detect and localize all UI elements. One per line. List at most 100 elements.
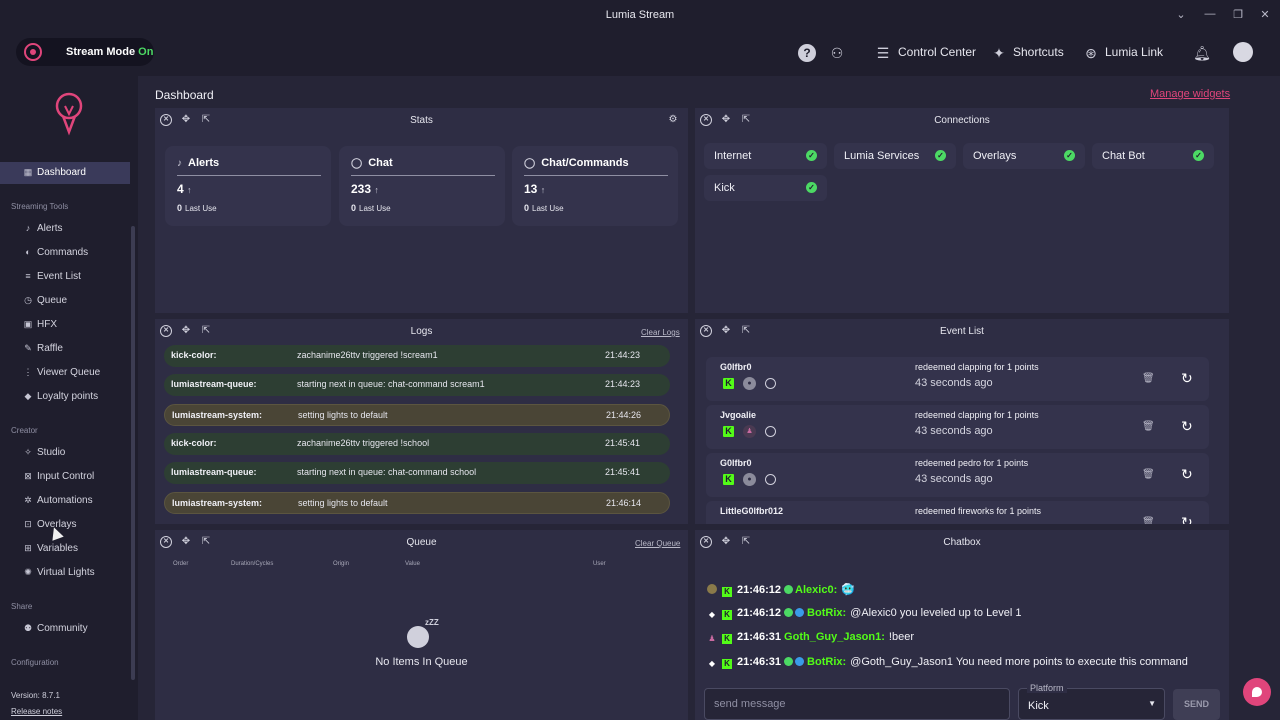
- trash-icon[interactable]: 🗑︎: [1142, 517, 1155, 524]
- chat-user: BotRix:: [807, 656, 847, 668]
- connection-chat-bot: Chat Bot ✓: [1092, 143, 1214, 169]
- sidebar-item-alerts[interactable]: ♪ Alerts: [0, 218, 130, 240]
- move-icon[interactable]: ✥: [181, 536, 191, 547]
- popout-icon[interactable]: ⇱: [201, 114, 211, 125]
- sidebar-item-variables[interactable]: ⊞ Variables: [0, 538, 130, 560]
- sidebar-item-loyalty-points[interactable]: ◆ Loyalty points: [0, 386, 130, 408]
- clear-logs-link[interactable]: Clear Logs: [641, 328, 680, 337]
- replay-icon[interactable]: ↻: [1181, 514, 1193, 524]
- chat-time: 21:46:31: [737, 656, 782, 668]
- chat-text: !beer: [888, 631, 914, 643]
- avatar[interactable]: [1233, 42, 1253, 62]
- lumia-link-link[interactable]: Lumia Link: [1105, 45, 1164, 59]
- move-icon[interactable]: ✥: [721, 325, 731, 336]
- lumia-link-icon[interactable]: ⊛: [1085, 45, 1097, 61]
- arrow-up-icon: ↑: [187, 185, 192, 195]
- move-icon[interactable]: ✥: [181, 325, 191, 336]
- notifications-bell-icon[interactable]: 🔔︎: [1193, 45, 1211, 61]
- user-settings-icon[interactable]: ⚇: [830, 45, 844, 61]
- release-notes-link[interactable]: Release notes: [11, 707, 63, 716]
- send-message-input[interactable]: [714, 698, 994, 710]
- log-time: 21:44:23: [605, 350, 641, 360]
- control-center-link[interactable]: Control Center: [898, 45, 977, 59]
- shortcuts-link[interactable]: Shortcuts: [1013, 45, 1064, 59]
- sidebar-item-label: Automations: [37, 495, 93, 506]
- sidebar-item-queue[interactable]: ◷ Queue: [0, 290, 130, 312]
- close-window-icon[interactable]: ✕: [1260, 9, 1270, 21]
- sidebar-item-label: HFX: [37, 319, 57, 330]
- connections-widget: ✕ ✥ ⇱ Connections Internet ✓ Lumia Servic…: [695, 108, 1229, 313]
- popout-icon[interactable]: ⇱: [201, 536, 211, 547]
- move-icon[interactable]: ✥: [721, 536, 731, 547]
- sidebar-item-hfx[interactable]: ▣ HFX: [0, 314, 130, 336]
- help-icon[interactable]: ?: [798, 44, 816, 62]
- close-icon[interactable]: ✕: [700, 114, 712, 126]
- clear-queue-link[interactable]: Clear Queue: [635, 539, 681, 548]
- replay-icon[interactable]: ↻: [1181, 418, 1193, 434]
- sidebar-item-virtual-lights[interactable]: ✺ Virtual Lights: [0, 562, 130, 584]
- gear-icon[interactable]: ⚙: [668, 114, 678, 125]
- version-text: Version: 8.7.1: [11, 691, 60, 700]
- move-icon[interactable]: ✥: [721, 114, 731, 125]
- sidebar-item-automations[interactable]: ✲ Automations: [0, 490, 130, 512]
- user-avatar: ●: [743, 473, 756, 486]
- event-text: redeemed clapping for 1 points: [915, 362, 1039, 372]
- sidebar-scrollbar[interactable]: [131, 226, 135, 680]
- sidebar-item-commands[interactable]: ◐ Commands: [0, 242, 130, 264]
- close-icon[interactable]: ✕: [700, 325, 712, 337]
- minimize-icon[interactable]: —: [1204, 8, 1216, 20]
- trash-icon[interactable]: 🗑︎: [1142, 421, 1155, 432]
- sidebar-item-overlays[interactable]: ⊡ Overlays: [0, 514, 130, 536]
- event-text: redeemed pedro for 1 points: [915, 458, 1029, 468]
- connection-name: Chat Bot: [1102, 150, 1145, 162]
- move-icon[interactable]: ✥: [181, 114, 191, 125]
- close-icon[interactable]: ✕: [160, 325, 172, 337]
- section-streaming-tools: Streaming Tools: [11, 202, 69, 211]
- shortcuts-icon[interactable]: ✦: [993, 45, 1005, 61]
- sidebar-item-event-list[interactable]: ≡ Event List: [0, 266, 130, 288]
- last-use-label: Last Use: [359, 204, 391, 213]
- log-source: kick-color:: [171, 438, 217, 448]
- connection-name: Internet: [714, 150, 752, 162]
- maximize-icon[interactable]: ❐: [1233, 9, 1243, 21]
- empty-queue-text: No Items In Queue: [375, 656, 468, 668]
- sidebar-item-label: Dashboard: [37, 167, 86, 178]
- popout-icon[interactable]: ⇱: [201, 325, 211, 336]
- event-user: G0lfbr0: [720, 458, 752, 468]
- close-icon[interactable]: ✕: [160, 114, 172, 126]
- stream-mode-toggle[interactable]: Stream Mode On: [16, 38, 154, 66]
- sidebar-item-dashboard[interactable]: ▦ Dashboard: [0, 162, 130, 184]
- popout-icon[interactable]: ⇱: [741, 325, 751, 336]
- trash-icon[interactable]: 🗑︎: [1142, 469, 1155, 480]
- sidebar-item-viewer-queue[interactable]: ⋮ Viewer Queue: [0, 362, 130, 384]
- close-icon[interactable]: ✕: [700, 536, 712, 548]
- platform-select[interactable]: Platform Kick ▼: [1018, 683, 1165, 720]
- manage-widgets-link[interactable]: Manage widgets: [1150, 88, 1231, 100]
- app-header: Stream Mode On ? ⚇ ☰ Control Center ✦ Sh…: [0, 30, 1280, 76]
- sidebar-item-label: Loyalty points: [37, 391, 99, 402]
- chat-support-button[interactable]: [1243, 678, 1271, 706]
- replay-icon[interactable]: ↻: [1181, 370, 1193, 386]
- sidebar-item-raffle[interactable]: ✎ Raffle: [0, 338, 130, 360]
- dropdown-window-icon[interactable]: ⌄: [1176, 9, 1186, 21]
- chat-user: Alexic0:: [795, 584, 838, 596]
- event-user: LittleG0lfbr012: [720, 506, 784, 516]
- log-message: zachanime26ttv triggered !scream1: [297, 350, 438, 360]
- replay-icon[interactable]: ↻: [1181, 466, 1193, 482]
- log-source: lumiastream-system:: [172, 410, 263, 420]
- connection-overlays: Overlays ✓: [963, 143, 1085, 169]
- send-button[interactable]: SEND: [1173, 689, 1220, 720]
- trash-icon[interactable]: 🗑︎: [1142, 373, 1155, 384]
- popout-icon[interactable]: ⇱: [741, 114, 751, 125]
- automations-icon: ✲: [24, 495, 32, 505]
- sidebar-item-studio[interactable]: ✧ Studio: [0, 442, 130, 464]
- section-creator: Creator: [11, 426, 38, 435]
- sidebar-item-community[interactable]: ⚉ Community: [0, 618, 130, 640]
- clock-icon: [765, 474, 776, 485]
- sliders-icon[interactable]: ☰: [876, 45, 890, 61]
- close-icon[interactable]: ✕: [160, 536, 172, 548]
- divider: [177, 175, 321, 176]
- sidebar-item-input-control[interactable]: ⊠ Input Control: [0, 466, 130, 488]
- popout-icon[interactable]: ⇱: [741, 536, 751, 547]
- connection-lumia-services: Lumia Services ✓: [834, 143, 956, 169]
